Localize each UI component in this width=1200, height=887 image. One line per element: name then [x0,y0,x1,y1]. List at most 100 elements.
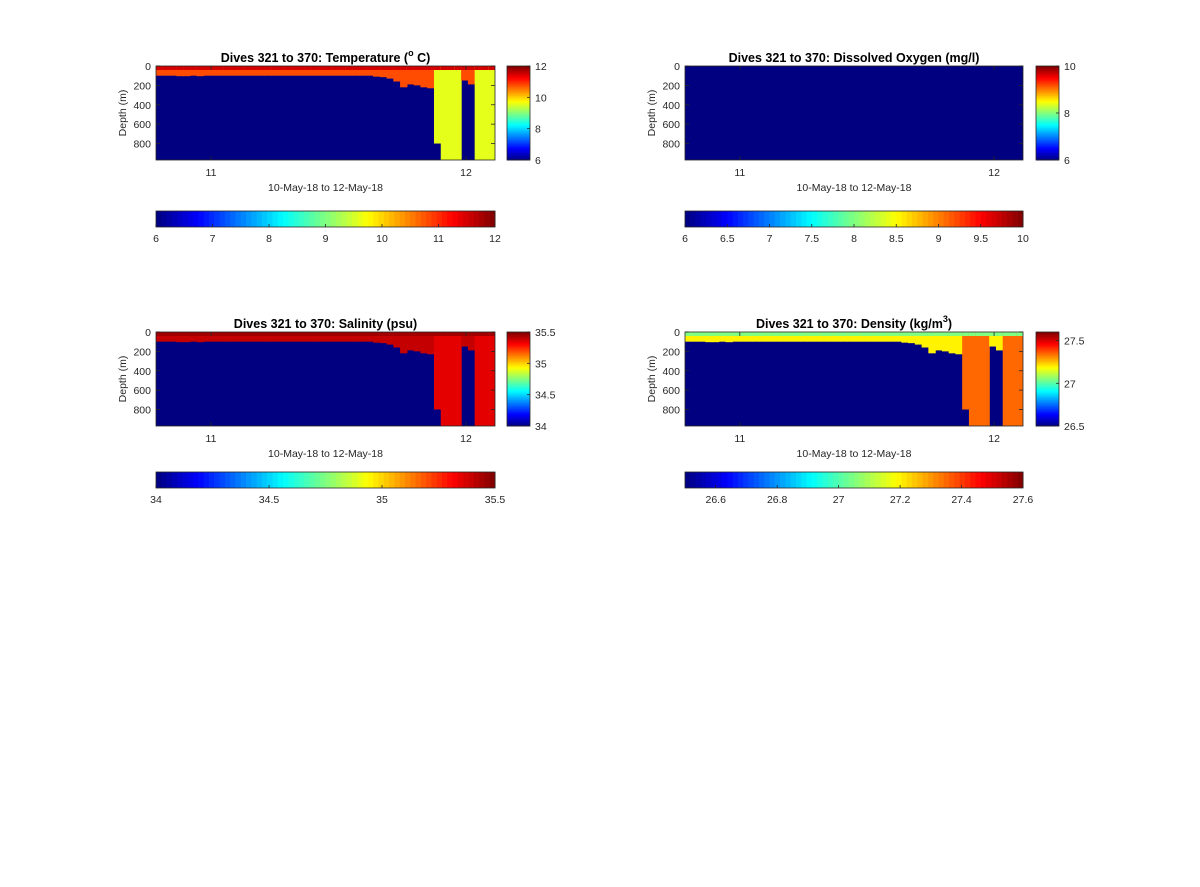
colorbar-segment [1036,355,1059,358]
surface-layer [393,332,401,336]
surface-layer [488,66,495,70]
colorbar-segment [484,211,491,227]
colorbar-segment [753,211,760,227]
colorbar-segment [1036,352,1059,355]
colorbar-tick-label: 7 [210,233,216,245]
colorbar-segment [1036,101,1059,104]
colorbar-segment [1036,114,1059,117]
colorbar-segment [1036,418,1059,421]
colorbar-segment [507,374,530,377]
title-main: Dives 321 to 370: Dissolved Oxygen (mg/l… [729,51,980,65]
colorbar-segment [399,472,406,488]
surface-layer [908,332,916,336]
colorbar-segment [1036,130,1059,133]
colorbar-segment [507,373,530,376]
profile-column [427,332,435,355]
colorbar-segment [256,211,263,227]
colorbar-segment [869,211,876,227]
colorbar-segment [690,211,697,227]
colorbar-segment [1036,370,1059,373]
colorbar-segment [737,472,744,488]
colorbar-segment [507,117,530,120]
profile-column [189,66,198,76]
colorbar-segment [890,472,897,488]
y-tick-label: 400 [133,100,151,112]
colorbar-tick-label: 35.5 [535,327,556,339]
colorbar-segment [507,126,530,129]
side-colorbar: 27.5 27 26.5 [1035,331,1085,433]
colorbar-segment [1036,374,1059,377]
profile-column [921,332,929,348]
profile-column [759,332,767,342]
colorbar-segment [927,472,934,488]
surface-layer [481,66,489,70]
colorbar-segment [906,211,913,227]
profile-column [311,66,320,76]
colorbar-segment [1036,359,1059,362]
colorbar-segment [975,211,982,227]
profile-column [894,332,902,342]
colorbar-segment [764,211,770,227]
profile-column [840,332,848,342]
surface-layer [400,332,408,336]
profile-column [440,66,449,160]
profile-column [196,66,205,77]
colorbar-segment [452,211,459,227]
colorbar-segment [277,472,284,488]
side-colorbar: 35.5 35 34.5 34 [506,327,556,433]
colorbar-segment [293,472,300,488]
colorbar-segment [203,211,210,227]
profile-column [400,66,408,88]
colorbar-segment [843,211,850,227]
colorbar-segment [938,211,945,227]
colorbar-segment [732,211,739,227]
colorbar-segment [949,211,955,227]
profile-column [474,66,483,160]
colorbar-segment [806,211,813,227]
colorbar-segment [780,472,786,488]
surface-layer [264,66,272,70]
colorbar-segment [1036,120,1059,123]
colorbar-segment [507,379,530,381]
colorbar-segment [859,211,866,227]
colorbar-segment [507,395,530,398]
colorbar-segment [1036,85,1059,88]
colorbar-segment [507,342,530,345]
colorbar-segment [1036,98,1059,101]
colorbar-segment [293,211,300,227]
colorbar-segment [864,472,871,488]
colorbar-segment [166,472,173,488]
surface-layer [867,332,875,336]
colorbar-segment [507,85,530,88]
colorbar-tick-label: 8 [266,233,272,245]
colorbar-segment [198,211,205,227]
colorbar-segment [261,472,268,488]
profile-column [250,332,259,342]
colorbar-segment [426,211,432,227]
profile-column [156,66,164,76]
colorbar-segment [314,472,321,488]
profile-column [291,332,299,342]
colorbar-segment [885,472,892,488]
colorbar-segment [727,211,734,227]
colorbar-segment [479,472,485,488]
y-tick-label: 600 [133,385,151,397]
colorbar-segment [507,359,530,362]
colorbar-segment [507,96,530,99]
colorbar-segment [1036,361,1059,364]
colorbar-segment [1036,371,1059,374]
colorbar-segment [1036,71,1059,74]
colorbar-segment [753,472,760,488]
colorbar-segment [214,472,221,488]
colorbar-segment [795,211,802,227]
profile-column [203,332,211,342]
surface-layer [203,332,211,336]
colorbar-segment [507,86,530,89]
surface-layer [948,332,956,336]
surface-layer [271,332,279,336]
colorbar-segment [880,211,887,227]
profile-column [887,332,896,342]
colorbar-segment [346,472,353,488]
colorbar-segment [507,348,530,351]
